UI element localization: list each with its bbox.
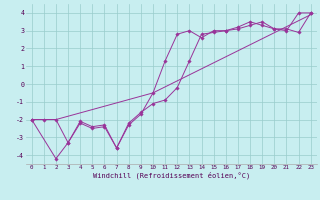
X-axis label: Windchill (Refroidissement éolien,°C): Windchill (Refroidissement éolien,°C) bbox=[92, 171, 250, 179]
